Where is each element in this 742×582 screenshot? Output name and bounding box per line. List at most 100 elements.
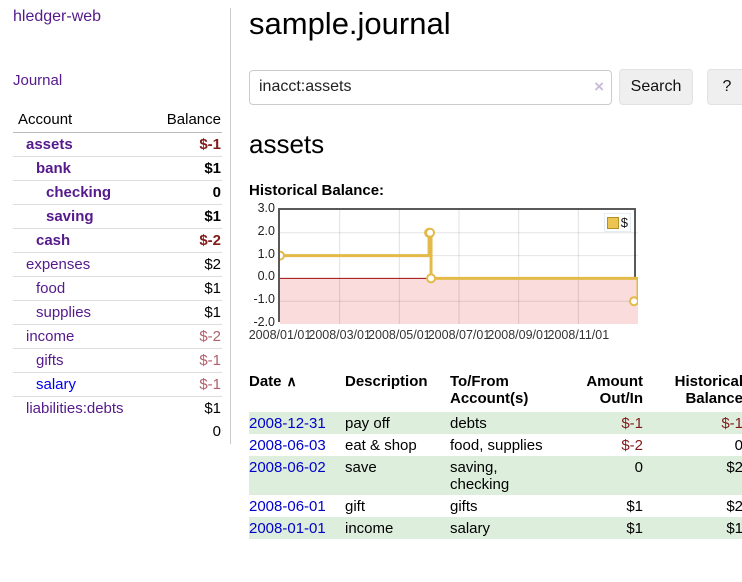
transaction-amount: $1 xyxy=(626,519,643,537)
account-link[interactable]: checking xyxy=(46,184,112,201)
data-point-marker xyxy=(280,250,285,261)
clear-search-icon[interactable]: × xyxy=(594,76,604,96)
transaction-description: gift xyxy=(345,497,366,515)
transaction-balance: $2 xyxy=(726,497,742,515)
account-name-cell: salary xyxy=(13,372,149,397)
main-content: sample.journal × Search ? assets Histori… xyxy=(231,0,742,539)
y-axis-tick-label: 0.0 xyxy=(257,269,275,284)
account-name-cell: checking xyxy=(13,180,149,205)
account-link[interactable]: assets xyxy=(26,136,73,153)
account-balance: 0 xyxy=(148,180,222,205)
x-axis-tick-label: 2008/01/01 xyxy=(248,328,312,342)
account-link[interactable]: salary xyxy=(36,376,77,393)
x-axis-tick-label: 2008/05/01 xyxy=(368,328,431,342)
data-point-marker xyxy=(426,273,437,284)
account-heading: assets xyxy=(249,129,325,159)
account-name-cell: gifts xyxy=(13,348,149,373)
app-title-link[interactable]: hledger-web xyxy=(13,8,102,25)
transaction-description: eat & shop xyxy=(345,436,417,454)
accounts-col-account: Account xyxy=(13,108,149,133)
data-point-marker xyxy=(629,296,638,307)
transaction-date-cell: 2008-06-03 xyxy=(249,434,345,456)
transaction-date-link[interactable]: 2008-12-31 xyxy=(249,414,326,432)
transaction-row: 2008-06-02 save saving, checking 0 $2 xyxy=(249,456,742,495)
help-button[interactable]: ? xyxy=(707,69,742,105)
y-axis-tick-label: 3.0 xyxy=(257,201,275,215)
account-name-cell: food xyxy=(13,276,149,301)
transaction-balance: $2 xyxy=(726,458,742,476)
sidebar: hledger-web Journal Account Balance asse… xyxy=(0,0,231,539)
account-link[interactable]: liabilities:debts xyxy=(26,400,124,417)
sort-ascending-icon: ∧ xyxy=(286,373,297,389)
transaction-balance: $-1 xyxy=(721,414,742,432)
journal-link[interactable]: Journal xyxy=(13,72,63,89)
transaction-amount: 0 xyxy=(634,458,643,476)
transaction-date-cell: 2008-06-01 xyxy=(249,495,345,517)
transaction-description: pay off xyxy=(345,414,390,432)
chart-title: Historical Balance: xyxy=(249,182,385,199)
account-row: bank $1 xyxy=(13,156,222,181)
transaction-date-link[interactable]: 2008-06-03 xyxy=(249,436,326,454)
accounts-total-spacer xyxy=(13,420,148,443)
transaction-accounts: debts xyxy=(450,414,487,432)
account-name-cell: liabilities:debts xyxy=(13,396,149,420)
search-box: × xyxy=(249,69,612,105)
data-point-marker xyxy=(425,227,436,238)
register-table: Date ∧ Description To/From Account(s) Amo… xyxy=(249,371,742,539)
account-row: saving $1 xyxy=(13,204,222,229)
transaction-amount: $-2 xyxy=(621,436,643,454)
account-balance: $1 xyxy=(148,156,222,181)
account-link[interactable]: income xyxy=(26,328,75,345)
transaction-date-link[interactable]: 2008-06-02 xyxy=(249,458,326,476)
transaction-accounts: gifts xyxy=(450,497,478,515)
account-row: expenses $2 xyxy=(13,252,222,277)
account-row: salary $-1 xyxy=(13,372,222,397)
transaction-row: 2008-06-01 gift gifts $1 $2 xyxy=(249,495,742,517)
account-row: checking 0 xyxy=(13,180,222,205)
account-link[interactable]: food xyxy=(36,280,66,297)
transaction-accounts: salary xyxy=(450,519,491,537)
register-col-balance: Historical Balance xyxy=(674,373,742,407)
account-row: food $1 xyxy=(13,276,222,301)
register-header-row: Date ∧ Description To/From Account(s) Amo… xyxy=(249,371,742,412)
search-input[interactable] xyxy=(249,69,612,105)
search-row: × Search ? xyxy=(249,69,742,105)
transaction-amount: $1 xyxy=(626,497,643,515)
transaction-date-link[interactable]: 2008-06-01 xyxy=(249,497,326,515)
transaction-description: save xyxy=(345,458,377,476)
account-link[interactable]: bank xyxy=(36,160,72,177)
register-col-description: Description xyxy=(345,373,428,390)
legend-swatch xyxy=(606,216,619,229)
transaction-balance: 0 xyxy=(734,436,742,454)
account-link[interactable]: saving xyxy=(46,208,94,225)
account-name-cell: cash xyxy=(13,228,149,253)
historical-balance-chart: 3.0 2.0 1.0 0.0 -1.0 -2.0 $2008/01/01 2008/03/0… xyxy=(248,201,742,350)
transaction-balance: $1 xyxy=(726,519,742,537)
account-row: gifts $-1 xyxy=(13,348,222,373)
accounts-col-balance: Balance xyxy=(148,108,222,133)
search-button[interactable]: Search xyxy=(619,69,693,105)
accounts-total-value: 0 xyxy=(212,423,221,440)
account-balance: $1 xyxy=(148,396,222,420)
register-col-date: Date ∧ xyxy=(249,373,297,390)
transaction-accounts: food, supplies xyxy=(450,436,543,454)
account-name-cell: supplies xyxy=(13,300,149,325)
y-axis-tick-label: -1.0 xyxy=(253,292,275,307)
account-row: cash $-2 xyxy=(13,228,222,253)
account-link[interactable]: gifts xyxy=(36,352,64,369)
account-link[interactable]: supplies xyxy=(36,304,92,321)
account-row: assets $-1 xyxy=(13,133,222,157)
account-name-cell: expenses xyxy=(13,252,149,277)
transaction-date-cell: 2008-06-02 xyxy=(249,456,345,495)
account-name-cell: bank xyxy=(13,156,149,181)
account-link[interactable]: expenses xyxy=(26,256,91,273)
x-axis-tick-label: 2008/07/01 xyxy=(427,328,491,342)
account-row: income $-2 xyxy=(13,324,222,349)
account-name-cell: saving xyxy=(13,204,149,229)
transaction-date-link[interactable]: 2008-01-01 xyxy=(249,519,326,537)
account-balance: $-1 xyxy=(148,372,222,397)
register-col-amount: Amount Out/In xyxy=(586,373,643,407)
account-balance: $1 xyxy=(148,300,222,325)
account-link[interactable]: cash xyxy=(36,232,71,249)
account-balance: $1 xyxy=(148,204,222,229)
